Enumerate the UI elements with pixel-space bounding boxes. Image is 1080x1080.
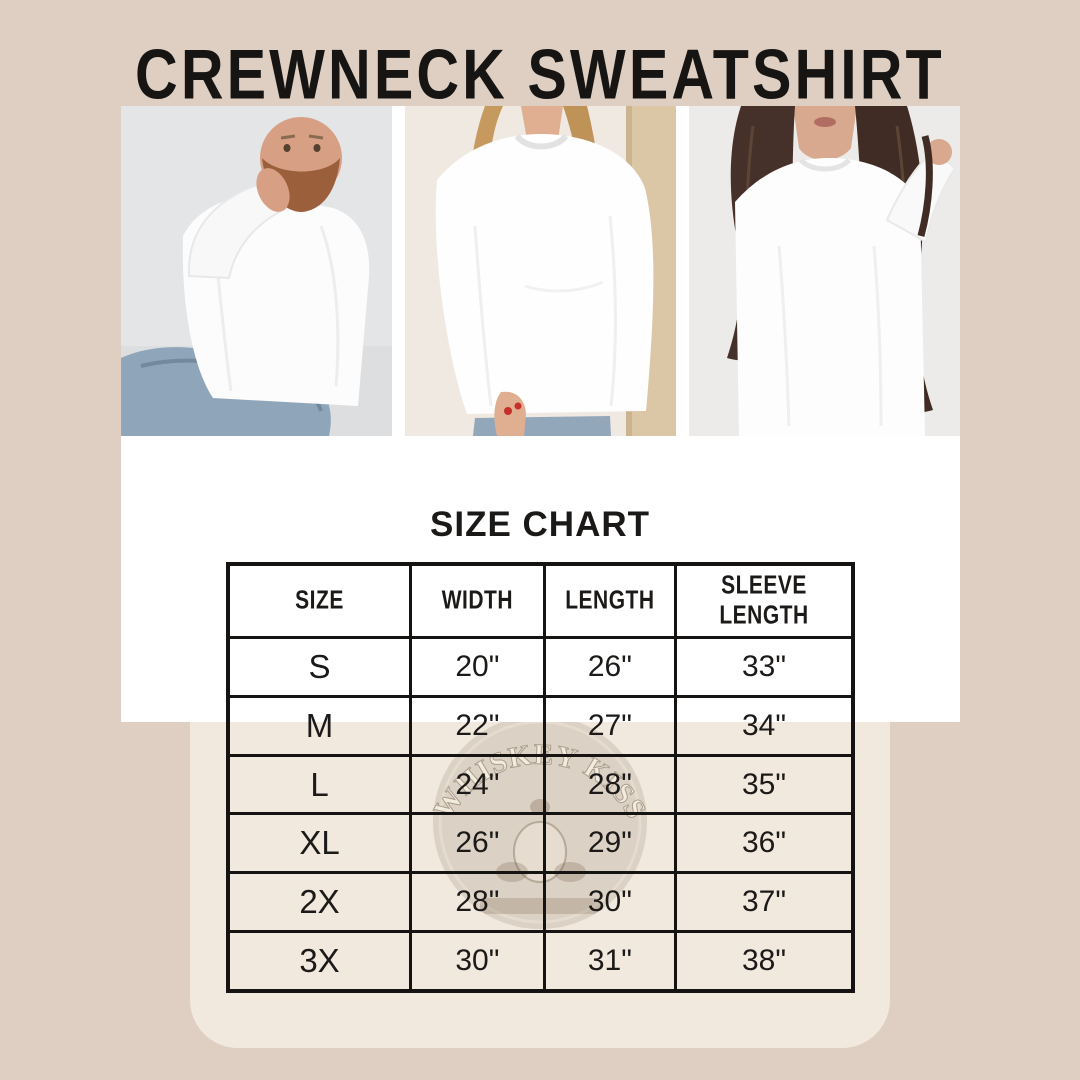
cell-size: 2X [226, 871, 412, 933]
man-mockup-illustration [121, 106, 392, 436]
photo-woman-in-crewneck [405, 106, 676, 436]
cell-sleeve: 37" [674, 871, 855, 933]
photo-man-in-crewneck [121, 106, 392, 436]
column-header-width: WIDTH [409, 562, 546, 640]
red-nail [504, 407, 512, 415]
cell-length: 29" [542, 812, 678, 875]
cell-sleeve: 38" [674, 929, 855, 993]
cell-size: M [226, 695, 412, 757]
cell-width: 22" [409, 695, 546, 757]
cell-sleeve: 34" [674, 695, 855, 757]
product-photos [121, 106, 960, 436]
sweatshirt [735, 158, 925, 436]
size-row-m: M 22" 27" 34" [226, 695, 855, 757]
size-row-xl: XL 26" 29" 36" [226, 812, 855, 875]
column-header-sleeve-length: SLEEVE LENGTH [674, 562, 855, 640]
cell-sleeve: 36" [674, 812, 855, 875]
sweatshirt [435, 134, 654, 414]
red-nail [514, 402, 522, 410]
cell-width: 28" [409, 871, 546, 933]
woman-mockup-illustration [405, 106, 676, 436]
cell-width: 26" [409, 812, 546, 875]
column-header-length: LENGTH [542, 562, 678, 640]
lips [814, 117, 836, 127]
face [793, 106, 857, 160]
jeans [473, 416, 611, 436]
column-header-size: SIZE [226, 562, 412, 640]
cell-size: 3X [226, 929, 412, 993]
cell-size: XL [226, 812, 412, 875]
cell-length: 26" [542, 636, 678, 699]
page-title-text: CREWNECK SWEATSHIRT [135, 35, 945, 115]
size-chart-heading: SIZE CHART [0, 505, 1080, 545]
size-row-l: L 24" 28" 35" [226, 753, 855, 816]
cell-length: 28" [542, 753, 678, 816]
cell-sleeve: 33" [674, 636, 855, 699]
cell-length: 31" [542, 929, 678, 993]
woman-dark-hair-mockup-illustration [689, 106, 960, 436]
cell-width: 20" [409, 636, 546, 699]
size-row-s: S 20" 26" 33" [226, 636, 855, 699]
cell-width: 30" [409, 929, 546, 993]
cell-sleeve: 35" [674, 753, 855, 816]
photo-dark-haired-woman-in-crewneck [689, 106, 960, 436]
hand [926, 139, 952, 165]
cell-length: 30" [542, 871, 678, 933]
header-row: SIZE WIDTH LENGTH SLEEVE LENGTH [226, 562, 855, 640]
size-row-3x: 3X 30" 31" 38" [226, 929, 855, 993]
hand-at-chin [256, 168, 290, 212]
cell-width: 24" [409, 753, 546, 816]
cell-size: S [226, 636, 412, 699]
cell-length: 27" [542, 695, 678, 757]
size-chart-heading-text: SIZE CHART [430, 505, 650, 544]
size-chart-table: SIZE WIDTH LENGTH SLEEVE LENGTH S 20" 26… [226, 562, 855, 993]
page-title: CREWNECK SWEATSHIRT [0, 34, 1080, 114]
size-row-2x: 2X 28" 30" 37" [226, 871, 855, 933]
cell-size: L [226, 753, 412, 816]
